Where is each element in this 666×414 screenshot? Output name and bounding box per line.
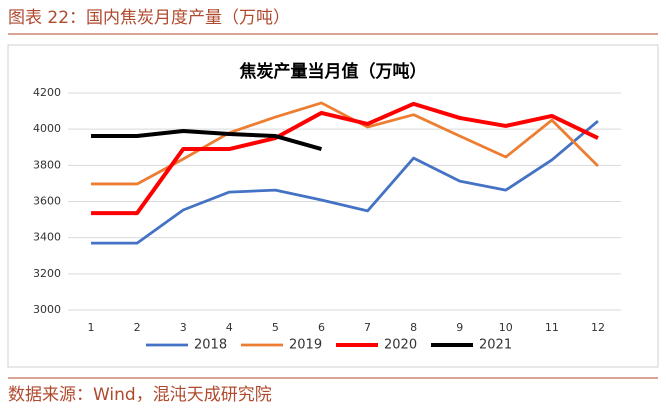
y-tick-label: 3200 (33, 267, 61, 280)
x-tick-label: 5 (272, 321, 279, 334)
series-line (91, 101, 599, 216)
x-tick-label: 2 (134, 321, 141, 334)
legend-label: 2020 (384, 338, 417, 353)
x-tick-label: 1 (88, 321, 95, 334)
x-tick-label: 11 (545, 321, 559, 334)
x-tick-label: 4 (226, 321, 233, 334)
legend-label: 2019 (289, 338, 322, 353)
chart-title: 焦炭产量当月值（万吨） (239, 61, 427, 82)
y-tick-label: 4000 (33, 122, 61, 135)
y-tick-label: 3800 (33, 158, 61, 171)
x-tick-label: 7 (364, 321, 371, 334)
y-tick-label: 4200 (33, 86, 61, 99)
x-tick-label: 12 (591, 321, 605, 334)
legend-label: 2018 (194, 338, 227, 353)
y-tick-label: 3400 (33, 231, 61, 244)
x-tick-label: 6 (318, 321, 325, 334)
legend-label: 2021 (479, 338, 512, 353)
header-title: 图表 22：国内焦炭月度产量（万吨） (8, 8, 290, 28)
chart-frame (7, 44, 659, 368)
series-line (91, 119, 599, 245)
x-tick-label: 8 (410, 321, 417, 334)
y-tick-label: 3600 (33, 195, 61, 208)
y-tick-label: 3000 (33, 303, 61, 316)
series-line (91, 128, 323, 151)
series-line (91, 101, 599, 186)
x-tick-label: 10 (499, 321, 513, 334)
x-tick-label: 9 (456, 321, 463, 334)
footer-source: 数据来源：Wind，混沌天成研究院 (8, 385, 272, 405)
x-tick-label: 3 (180, 321, 187, 334)
